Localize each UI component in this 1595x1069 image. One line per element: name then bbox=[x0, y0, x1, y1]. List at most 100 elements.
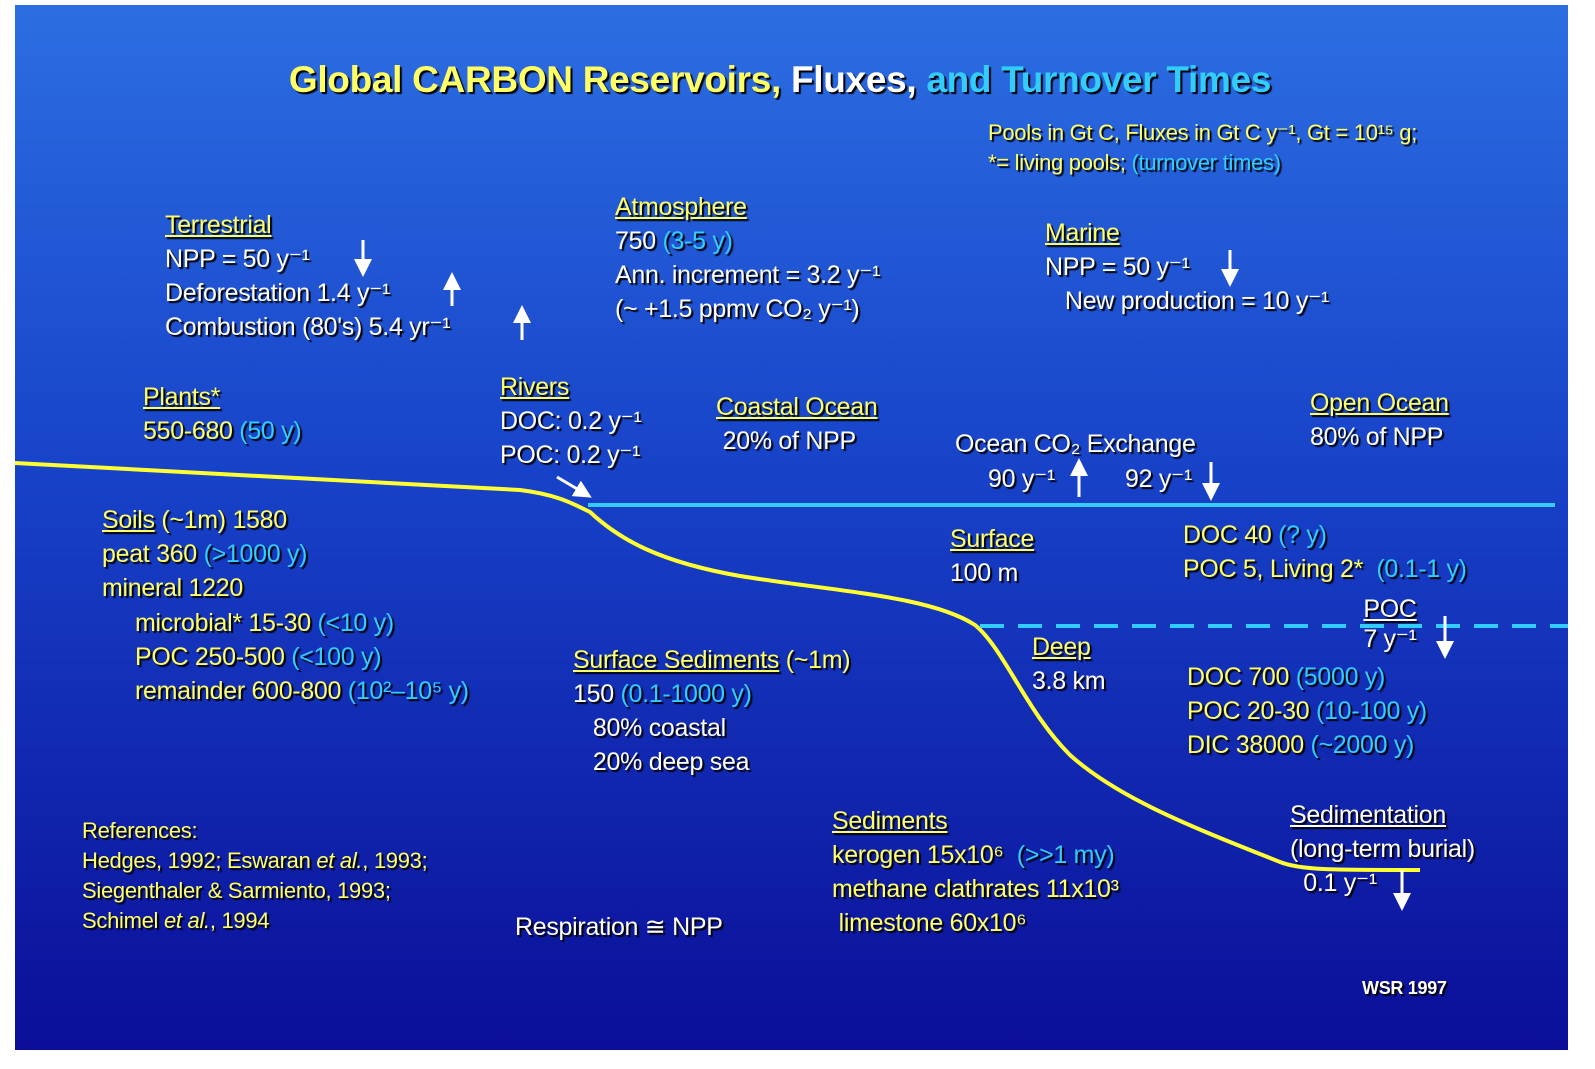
text-line: 550-680 (50 y) bbox=[143, 414, 302, 448]
text-line: Surface bbox=[950, 522, 1034, 556]
text-block: Atmosphere 750 (3-5 y) Ann. increment = 3.… bbox=[615, 190, 880, 326]
label-text: POC 250-500 bbox=[135, 643, 292, 671]
text-block: Open Ocean 80% of NPP bbox=[1310, 386, 1449, 454]
label-text: Coastal Ocean bbox=[716, 393, 878, 421]
text-block: Soils (~1m) 1580 peat 360 (>1000 y) minera… bbox=[102, 503, 307, 605]
text-line: Sedimentation bbox=[1290, 798, 1475, 832]
label-text: 100 m bbox=[950, 559, 1018, 587]
label-text: Global CARBON Reservoirs, bbox=[288, 59, 781, 100]
text-line: Deforestation 1.4 y⁻¹ bbox=[165, 276, 450, 310]
label-text: Respiration ≅ NPP bbox=[515, 913, 723, 941]
text-line: 80% coastal bbox=[573, 711, 850, 745]
label-text: Sediments bbox=[832, 807, 948, 835]
text-line: POC 5, Living 2* (0.1-1 y) bbox=[1183, 552, 1467, 586]
label-text: DOC 40 bbox=[1183, 521, 1279, 549]
text-block: Ocean CO₂ Exchange bbox=[955, 427, 1196, 461]
label-text: peat 360 bbox=[102, 540, 204, 568]
label-text: Siegenthaler & Sarmiento, 1993; bbox=[82, 878, 391, 903]
label-text: (50 y) bbox=[239, 417, 302, 445]
text-line: 20% deep sea bbox=[573, 745, 850, 779]
text-block: Plants* 550-680 (50 y) bbox=[143, 380, 302, 448]
label-text: Ann. increment = 3.2 y⁻¹ bbox=[615, 261, 881, 289]
label-text: (~1m) 1580 bbox=[154, 506, 287, 534]
label-text: Soils bbox=[102, 506, 155, 534]
text-line: 92 y⁻¹ bbox=[1125, 462, 1192, 496]
label-text: DOC 700 bbox=[1187, 663, 1296, 691]
label-text: microbial* 15-30 bbox=[135, 609, 318, 637]
label-text: NPP = 50 y⁻¹ bbox=[1045, 253, 1190, 281]
label-text: 0.1 y⁻¹ bbox=[1290, 869, 1377, 897]
text-block: Coastal Ocean 20% of NPP bbox=[716, 390, 878, 458]
label-text: NPP = 50 y⁻¹ bbox=[165, 245, 310, 273]
text-line: Siegenthaler & Sarmiento, 1993; bbox=[82, 876, 427, 906]
text-line: Rivers bbox=[500, 370, 642, 404]
text-line: Ann. increment = 3.2 y⁻¹ bbox=[615, 258, 880, 292]
label-text: (10²–10⁵ y) bbox=[347, 677, 469, 705]
label-text: Deep bbox=[1032, 633, 1091, 661]
text-line: DIC 38000 (~2000 y) bbox=[1187, 728, 1427, 762]
text-block: Terrestrial NPP = 50 y⁻¹ Deforestation 1.4… bbox=[165, 208, 451, 344]
text-line: (long-term burial) bbox=[1290, 832, 1475, 866]
label-text: methane clathrates 11x10³ bbox=[832, 875, 1119, 903]
label-text: Ocean CO₂ Exchange bbox=[955, 430, 1196, 458]
label-text: (<100 y) bbox=[291, 643, 382, 671]
label-text: Surface bbox=[950, 525, 1035, 553]
label-text: limestone 60x10⁶ bbox=[832, 909, 1027, 937]
label-text: New production = 10 y⁻¹ bbox=[1045, 287, 1330, 315]
label-text: WSR 1997 bbox=[1362, 978, 1447, 998]
label-text: POC 5, Living 2* bbox=[1183, 555, 1377, 583]
label-text: (0.1-1000 y) bbox=[620, 680, 752, 708]
label-text: Plants* bbox=[143, 383, 221, 411]
label-text: (? y) bbox=[1278, 521, 1327, 549]
diagram-lines bbox=[15, 240, 1568, 911]
label-text: kerogen 15x10⁶ bbox=[832, 841, 1017, 869]
text-line: Global CARBON Reservoirs, Fluxes, and Tu… bbox=[288, 58, 1272, 102]
label-text: 550-680 bbox=[143, 417, 240, 445]
text-block: Deep 3.8 km bbox=[1032, 630, 1106, 698]
label-text: 750 bbox=[615, 227, 663, 255]
label-text: (>1000 y) bbox=[203, 540, 308, 568]
label-text: Combustion (80's) 5.4 yr⁻¹ bbox=[165, 313, 451, 341]
label-text: 92 y⁻¹ bbox=[1125, 465, 1192, 493]
label-text: 150 bbox=[573, 680, 621, 708]
label-text: , 1993; bbox=[362, 848, 428, 873]
label-text: Terrestrial bbox=[165, 211, 272, 239]
text-line: Soils (~1m) 1580 bbox=[102, 503, 307, 537]
text-line: POC bbox=[1363, 594, 1417, 624]
label-text: (0.1-1 y) bbox=[1376, 555, 1467, 583]
label-text: 3.8 km bbox=[1032, 667, 1106, 695]
slide: Global CARBON Reservoirs, Fluxes, and Tu… bbox=[15, 5, 1568, 1050]
label-text: Open Ocean bbox=[1310, 389, 1449, 417]
label-text: Deforestation 1.4 y⁻¹ bbox=[165, 279, 391, 307]
label-text: References: bbox=[82, 818, 198, 843]
label-text: 20% of NPP bbox=[716, 427, 856, 455]
label-text: 20% deep sea bbox=[573, 748, 750, 776]
label-text: 90 y⁻¹ bbox=[988, 465, 1055, 493]
text-line: Pools in Gt C, Fluxes in Gt C y⁻¹, Gt = … bbox=[988, 118, 1417, 148]
text-block: Global CARBON Reservoirs, Fluxes, and Tu… bbox=[288, 58, 1272, 102]
text-line: Deep bbox=[1032, 630, 1105, 664]
text-block: 92 y⁻¹ bbox=[1125, 462, 1192, 496]
text-line: mineral 1220 bbox=[102, 571, 307, 605]
label-text: 7 y⁻¹ bbox=[1363, 625, 1417, 653]
text-line: 90 y⁻¹ bbox=[988, 462, 1055, 496]
label-text: Schimel bbox=[82, 908, 164, 933]
text-line: NPP = 50 y⁻¹ bbox=[1045, 250, 1329, 284]
text-line: WSR 1997 bbox=[1362, 976, 1447, 1000]
text-line: Marine bbox=[1045, 216, 1329, 250]
text-block: Pools in Gt C, Fluxes in Gt C y⁻¹, Gt = … bbox=[988, 118, 1417, 178]
text-line: POC 20-30 (10-100 y) bbox=[1187, 694, 1427, 728]
text-line: Atmosphere bbox=[615, 190, 880, 224]
text-line: Open Ocean bbox=[1310, 386, 1449, 420]
label-text: Rivers bbox=[500, 373, 570, 401]
text-line: Combustion (80's) 5.4 yr⁻¹ bbox=[165, 310, 451, 344]
label-text: (3-5 y) bbox=[662, 227, 733, 255]
text-block: DOC 700 (5000 y) POC 20-30 (10-100 y) DIC … bbox=[1187, 660, 1427, 762]
text-line: 750 (3-5 y) bbox=[615, 224, 880, 258]
label-text: DOC: 0.2 y⁻¹ bbox=[500, 407, 642, 435]
text-line: microbial* 15-30 (<10 y) bbox=[135, 606, 469, 640]
label-text: Hedges, 1992; Eswaran bbox=[82, 848, 317, 873]
text-line: limestone 60x10⁶ bbox=[832, 906, 1119, 940]
label-text: Atmosphere bbox=[615, 193, 747, 221]
text-block: POC 7 y⁻¹ bbox=[1363, 594, 1417, 654]
